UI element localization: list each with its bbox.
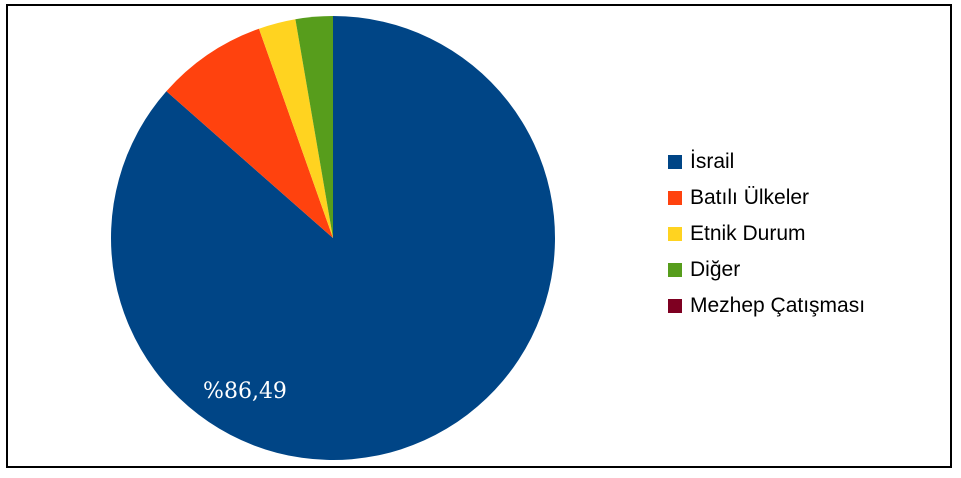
legend-label: Batılı Ülkeler [690,186,810,209]
pie-slice-3 [295,16,333,238]
legend-swatch [668,227,682,241]
legend-item-batili-ulkeler: Batılı Ülkeler [668,180,865,216]
legend-label: Diğer [690,258,741,281]
pie-slice-1 [166,28,333,239]
data-label-0: %86,49 [203,379,287,404]
chart-legend: İsrail Batılı Ülkeler Etnik Durum Diğer … [668,144,865,324]
legend-item-etnik-durum: Etnik Durum [668,216,865,252]
legend-swatch [668,191,682,205]
legend-item-diger: Diğer [668,252,865,288]
legend-item-mezhep-catismasi: Mezhep Çatışması [668,288,865,324]
legend-swatch [668,155,682,169]
legend-item-israil: İsrail [668,144,865,180]
legend-swatch [668,299,682,313]
legend-label: İsrail [690,150,735,173]
legend-label: Etnik Durum [690,222,806,245]
legend-label: Mezhep Çatışması [690,294,866,317]
pie-slice-2 [258,19,333,238]
legend-swatch [668,263,682,277]
